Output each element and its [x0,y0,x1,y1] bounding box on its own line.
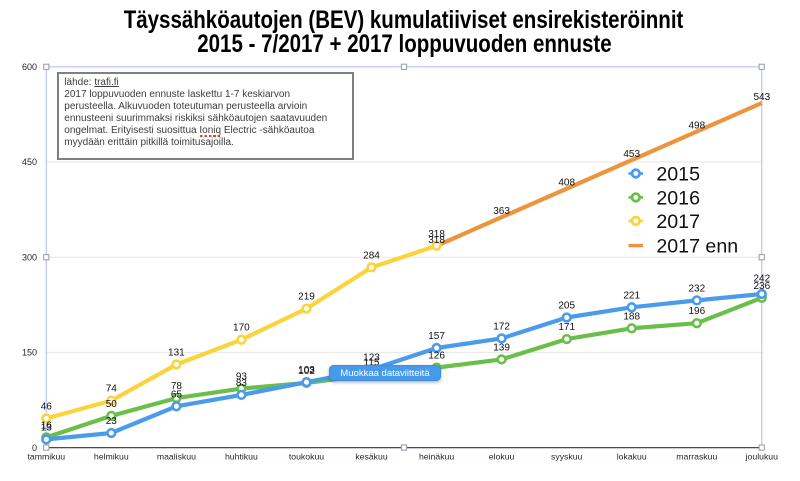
svg-text:126: 126 [428,351,445,362]
svg-text:232: 232 [688,283,705,294]
svg-text:0: 0 [32,443,37,453]
svg-text:heinäkuu: heinäkuu [419,452,454,462]
svg-text:lokakuu: lokakuu [617,452,647,462]
svg-text:498: 498 [688,121,705,132]
svg-text:284: 284 [363,250,380,261]
svg-text:74: 74 [106,384,118,395]
svg-text:600: 600 [22,62,37,72]
svg-text:236: 236 [753,281,770,292]
svg-text:102: 102 [298,366,315,377]
svg-text:103: 103 [298,365,315,376]
svg-text:543: 543 [753,92,770,103]
svg-text:157: 157 [428,331,445,342]
svg-text:150: 150 [22,348,37,358]
svg-text:marraskuu: marraskuu [676,452,717,462]
svg-text:172: 172 [493,321,510,332]
svg-text:115: 115 [364,358,380,369]
svg-text:139: 139 [493,342,510,353]
svg-text:elokuu: elokuu [489,452,515,462]
svg-text:2017 enn: 2017 enn [656,236,738,258]
svg-text:123: 123 [363,353,380,364]
svg-text:83: 83 [236,378,248,389]
svg-text:16: 16 [41,420,53,431]
svg-text:helmikuu: helmikuu [94,452,129,462]
svg-text:300: 300 [22,252,37,262]
svg-text:78: 78 [171,381,183,392]
svg-text:318: 318 [428,235,445,246]
svg-text:93: 93 [236,372,248,383]
svg-text:23: 23 [106,416,118,427]
svg-text:170: 170 [233,323,250,334]
svg-text:toukokuu: toukokuu [289,452,324,462]
svg-text:205: 205 [558,301,575,312]
svg-text:tammikuu: tammikuu [27,452,65,462]
svg-text:50: 50 [106,399,118,410]
svg-text:171: 171 [558,322,575,333]
svg-text:maaliskuu: maaliskuu [157,452,196,462]
svg-text:131: 131 [168,348,185,359]
svg-text:408: 408 [558,178,575,189]
svg-text:13: 13 [41,422,53,433]
svg-text:joulukuu: joulukuu [745,452,779,462]
svg-text:318: 318 [428,229,445,240]
svg-text:188: 188 [623,311,640,322]
svg-text:221: 221 [623,290,640,301]
svg-text:242: 242 [753,274,770,285]
svg-text:196: 196 [688,306,705,317]
svg-text:453: 453 [623,149,640,160]
svg-text:syyskuu: syyskuu [551,452,583,462]
svg-text:46: 46 [41,401,53,412]
svg-text:450: 450 [22,157,37,167]
svg-text:2017: 2017 [656,211,700,233]
svg-text:2015: 2015 [656,164,700,186]
svg-text:huhtikuu: huhtikuu [225,452,258,462]
svg-text:65: 65 [171,389,183,400]
svg-text:219: 219 [298,292,315,303]
svg-text:kesäkuu: kesäkuu [355,452,388,462]
svg-text:363: 363 [493,206,510,217]
svg-text:2016: 2016 [656,187,700,209]
